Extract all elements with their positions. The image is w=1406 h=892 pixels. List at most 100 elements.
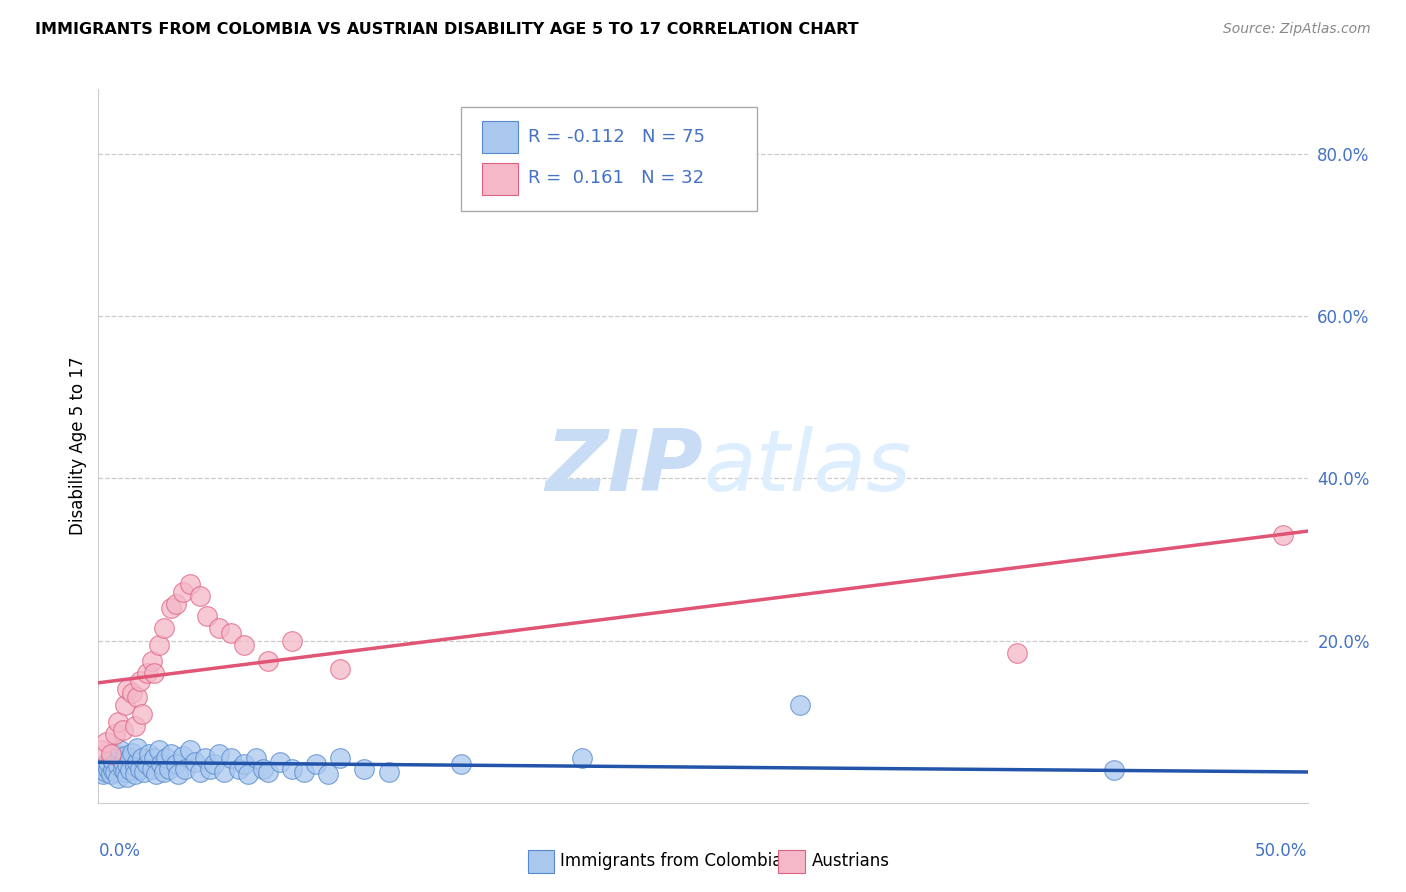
- Point: [179, 577, 201, 591]
- Text: ZIP: ZIP: [546, 425, 703, 509]
- Point: [94, 735, 117, 749]
- Point: [117, 682, 139, 697]
- Text: 0.0%: 0.0%: [98, 842, 141, 860]
- Point: [108, 743, 131, 757]
- Point: [252, 762, 274, 776]
- Point: [143, 751, 166, 765]
- Y-axis label: Disability Age 5 to 17: Disability Age 5 to 17: [69, 357, 87, 535]
- Point: [188, 589, 211, 603]
- Point: [124, 767, 146, 781]
- Point: [100, 747, 122, 761]
- Text: Immigrants from Colombia: Immigrants from Colombia: [561, 853, 783, 871]
- Point: [124, 759, 146, 773]
- Point: [135, 666, 157, 681]
- Point: [90, 743, 112, 757]
- Point: [111, 756, 134, 770]
- Point: [194, 751, 217, 765]
- Point: [184, 756, 207, 770]
- Point: [94, 764, 117, 779]
- Point: [127, 756, 149, 770]
- Point: [232, 756, 254, 771]
- Point: [195, 609, 218, 624]
- Point: [138, 747, 160, 761]
- Point: [108, 751, 131, 765]
- Point: [124, 719, 146, 733]
- Text: Source: ZipAtlas.com: Source: ZipAtlas.com: [1223, 22, 1371, 37]
- Point: [329, 662, 352, 676]
- Point: [789, 698, 811, 713]
- Point: [179, 743, 201, 757]
- Point: [107, 759, 129, 773]
- Point: [90, 764, 112, 778]
- Point: [212, 764, 235, 779]
- Point: [107, 772, 129, 786]
- Point: [111, 723, 134, 737]
- Point: [121, 686, 143, 700]
- Point: [256, 654, 278, 668]
- Point: [145, 767, 167, 781]
- Point: [152, 622, 174, 636]
- Point: [127, 740, 149, 755]
- Point: [91, 759, 114, 773]
- Point: [117, 756, 139, 771]
- Text: Austrians: Austrians: [811, 853, 890, 871]
- Point: [97, 756, 120, 770]
- Point: [221, 625, 243, 640]
- Point: [143, 666, 166, 681]
- Point: [127, 690, 149, 705]
- Point: [148, 638, 170, 652]
- Point: [111, 762, 134, 776]
- Point: [281, 633, 304, 648]
- Point: [101, 754, 124, 768]
- Point: [114, 748, 136, 763]
- Point: [141, 654, 163, 668]
- Point: [353, 762, 375, 776]
- Point: [228, 762, 250, 776]
- Point: [172, 585, 194, 599]
- Point: [160, 747, 183, 761]
- Point: [94, 756, 117, 771]
- Point: [131, 706, 153, 721]
- Text: 50.0%: 50.0%: [1256, 842, 1308, 860]
- Point: [157, 762, 180, 776]
- Point: [1272, 528, 1295, 542]
- Point: [104, 727, 127, 741]
- Text: IMMIGRANTS FROM COLOMBIA VS AUSTRIAN DISABILITY AGE 5 TO 17 CORRELATION CHART: IMMIGRANTS FROM COLOMBIA VS AUSTRIAN DIS…: [35, 22, 859, 37]
- Bar: [482, 162, 517, 194]
- Point: [571, 751, 593, 765]
- Point: [150, 756, 173, 771]
- Point: [165, 597, 187, 611]
- Point: [121, 746, 143, 760]
- Point: [114, 764, 136, 779]
- Point: [1102, 764, 1125, 778]
- Point: [165, 756, 187, 771]
- Point: [208, 622, 231, 636]
- Point: [160, 601, 183, 615]
- Point: [269, 756, 291, 770]
- Point: [245, 751, 267, 765]
- Point: [117, 770, 139, 784]
- Point: [174, 762, 197, 776]
- Text: R =  0.161   N = 32: R = 0.161 N = 32: [527, 169, 704, 187]
- Point: [172, 748, 194, 763]
- Point: [135, 756, 157, 771]
- Point: [450, 756, 472, 771]
- Point: [292, 764, 315, 779]
- Point: [114, 698, 136, 713]
- Point: [208, 747, 231, 761]
- Point: [232, 638, 254, 652]
- Point: [104, 764, 127, 779]
- Point: [256, 764, 278, 779]
- Text: R = -0.112   N = 75: R = -0.112 N = 75: [527, 128, 704, 146]
- Point: [128, 674, 150, 689]
- Point: [134, 764, 156, 779]
- Point: [101, 764, 124, 778]
- Bar: [778, 850, 804, 872]
- Text: atlas: atlas: [703, 425, 911, 509]
- Point: [131, 751, 153, 765]
- Point: [100, 767, 122, 781]
- Point: [118, 764, 141, 778]
- Point: [198, 762, 221, 776]
- Point: [141, 762, 163, 776]
- Point: [281, 762, 304, 776]
